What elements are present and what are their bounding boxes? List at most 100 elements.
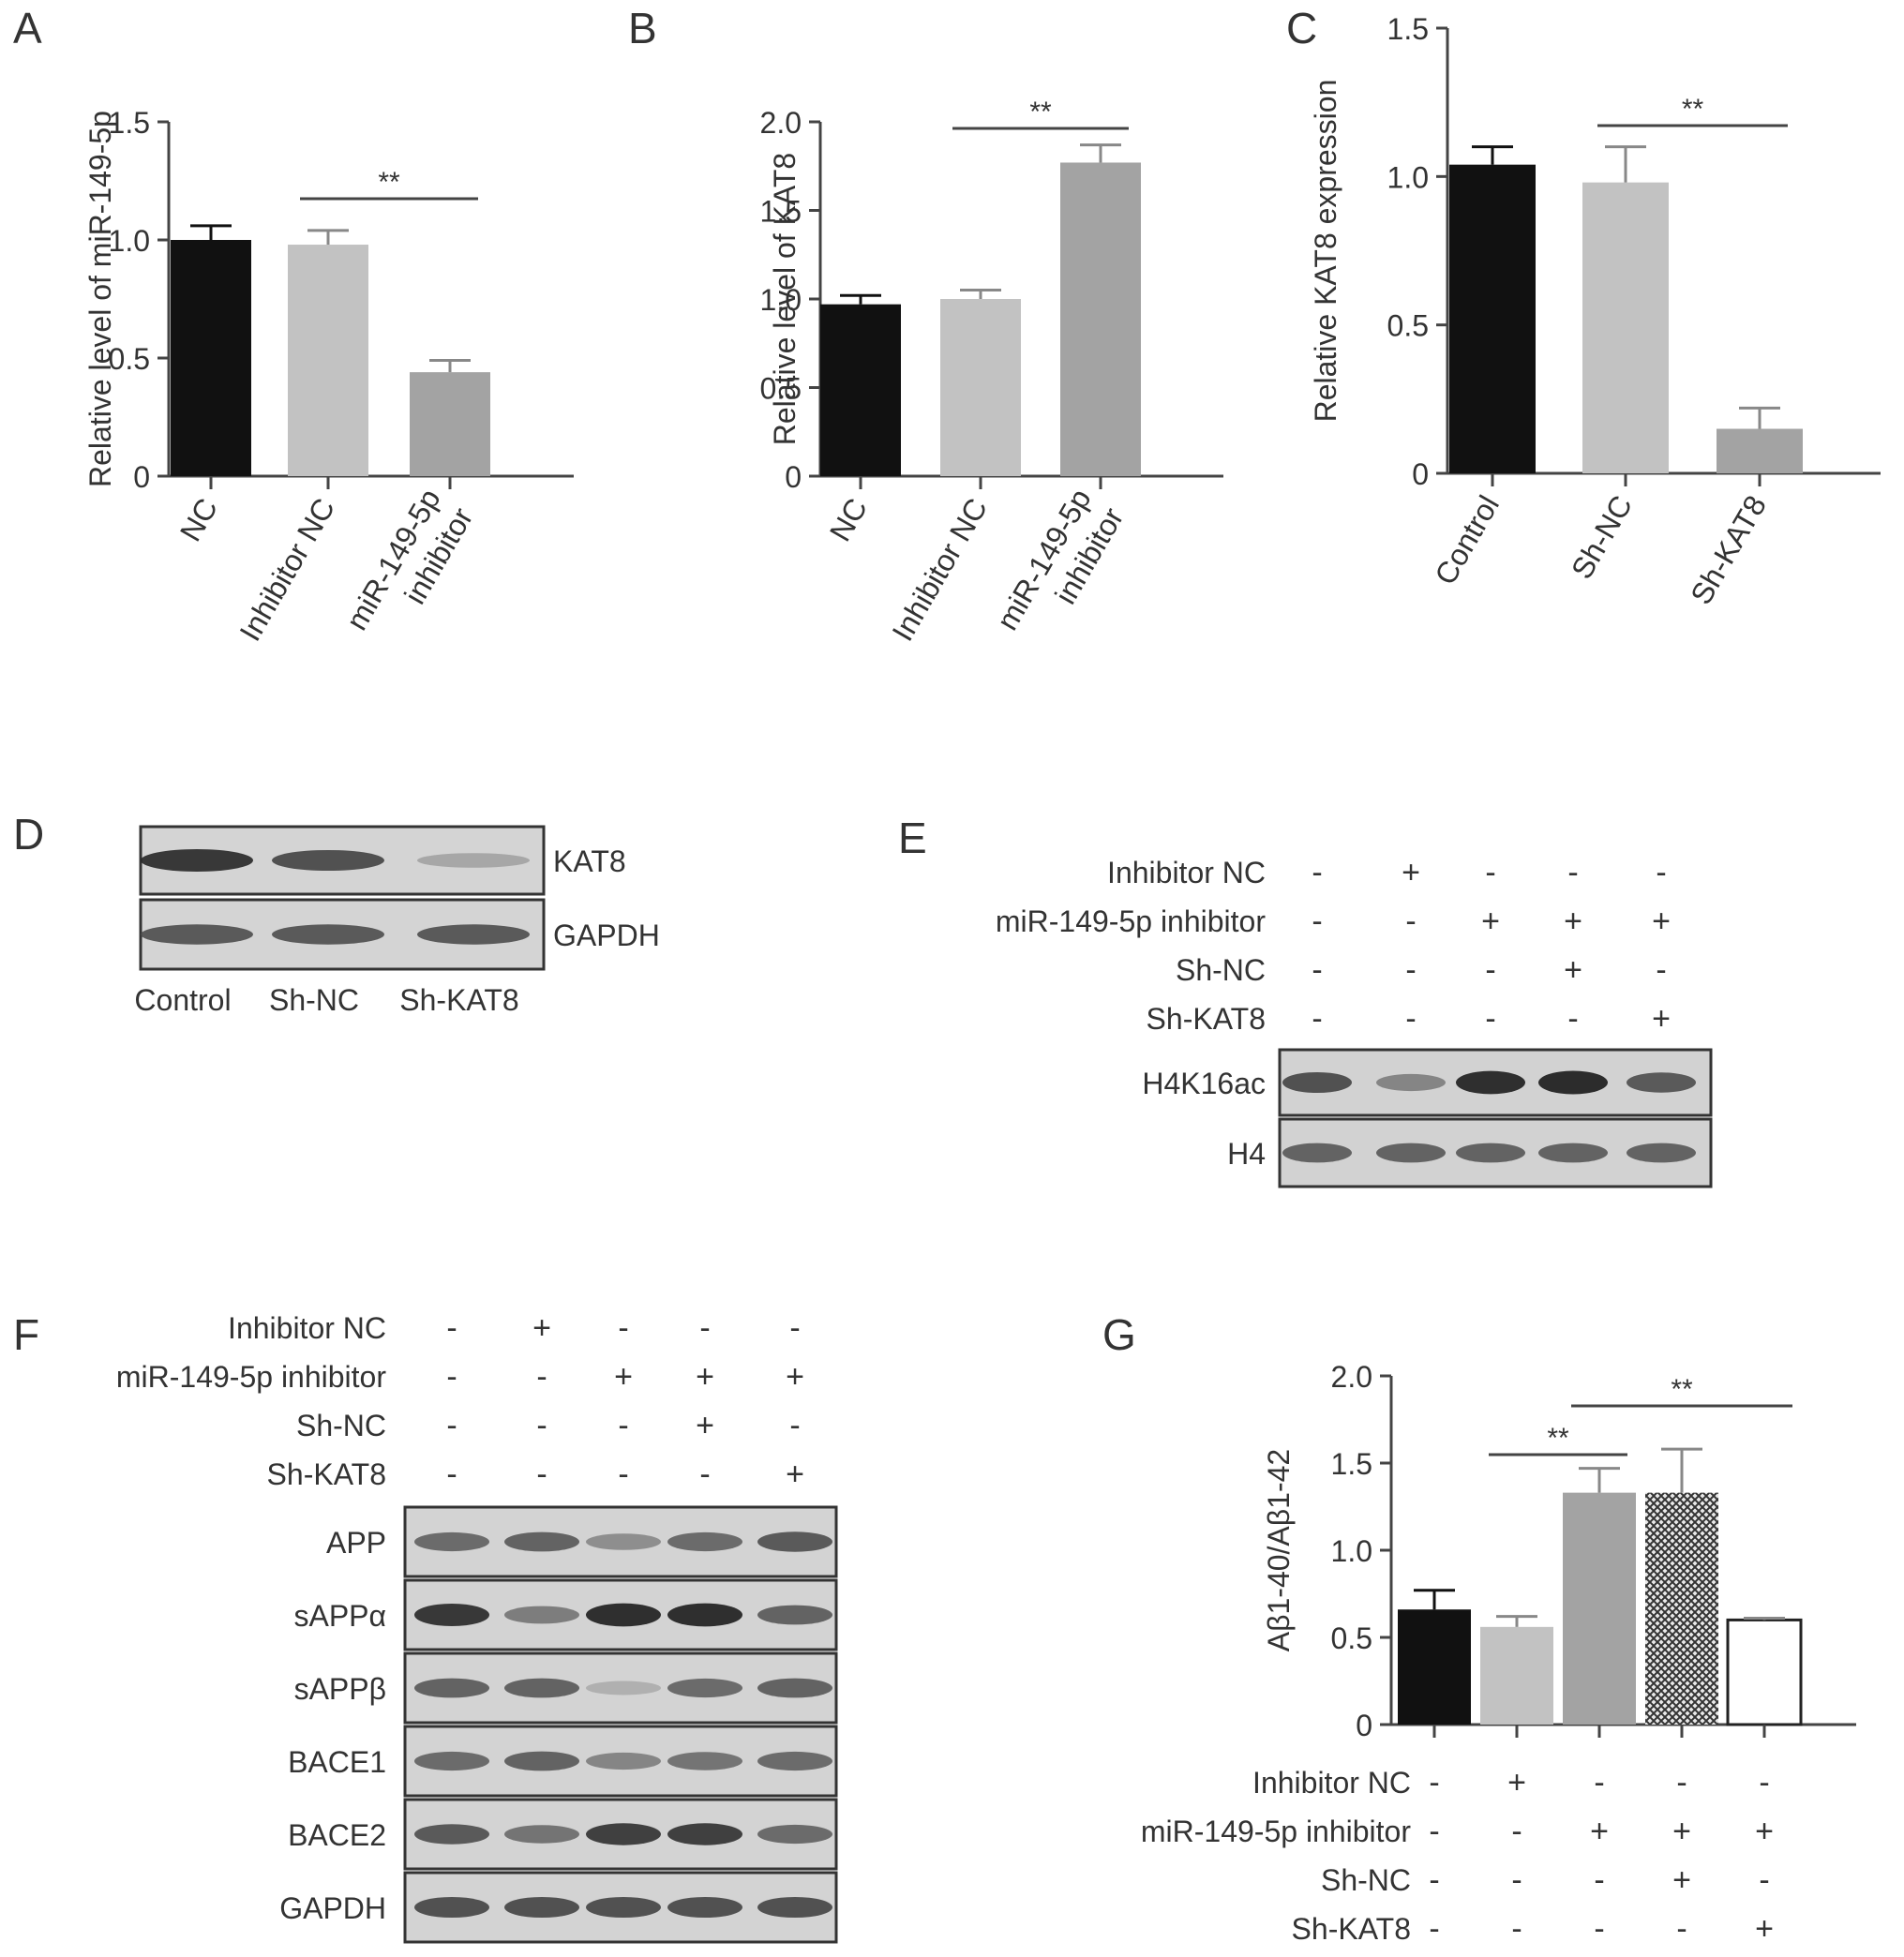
band-label: sAPPα	[293, 1599, 386, 1633]
blot-band	[504, 1606, 579, 1624]
treatment-sign: -	[618, 1408, 628, 1443]
treatment-sign: -	[618, 1310, 628, 1346]
treatment-sign: +	[786, 1359, 804, 1395]
x-tick-label: miR-149-5pinhibitor	[990, 483, 1131, 654]
blot-e: Inhibitor NC - + - - - miR-149-5p inhibitor - - +…	[996, 855, 1713, 1188]
treatment-sign: -	[1656, 952, 1666, 988]
treatment-label: Sh-NC	[1321, 1863, 1411, 1897]
blot-band	[1376, 1073, 1446, 1092]
bar	[410, 372, 490, 476]
treatment-sign: -	[1485, 952, 1495, 988]
treatment-sign: +	[1481, 904, 1500, 939]
treatment-sign: -	[1511, 1814, 1522, 1849]
treatment-sign: -	[1429, 1862, 1439, 1898]
x-tick-label-line: Sh-NC	[1565, 490, 1639, 585]
blot-band	[417, 853, 530, 868]
panel-letter-e: E	[898, 814, 927, 862]
panel-letter-f: F	[13, 1310, 39, 1359]
x-tick-label: Inhibitor NC	[232, 493, 341, 647]
blot-band	[1282, 1071, 1352, 1094]
blot-d: KAT8 GAPDH Control Sh-NC Sh-KAT8	[134, 825, 660, 1017]
y-axis-label: Relative level of KAT8	[768, 153, 802, 445]
treatment-sign: -	[1594, 1911, 1604, 1947]
treatment-sign: +	[786, 1457, 804, 1492]
bar	[1060, 162, 1141, 476]
treatment-sign: -	[1405, 952, 1416, 988]
x-tick-label: NC	[823, 493, 874, 547]
treatment-sign: -	[1676, 1765, 1687, 1800]
treatment-sign: +	[614, 1359, 633, 1395]
treatment-sign: -	[699, 1310, 710, 1346]
treatment-sign: +	[1652, 904, 1671, 939]
blot-band	[757, 1678, 832, 1698]
significance-label: **	[1682, 94, 1704, 125]
treatment-sign: +	[1672, 1862, 1691, 1898]
lane-label: Control	[134, 983, 231, 1017]
treatment-sign: -	[446, 1310, 457, 1346]
treatment-label: Inhibitor NC	[1107, 856, 1266, 889]
treatment-sign: -	[1759, 1765, 1769, 1800]
treatment-sign: +	[1755, 1814, 1774, 1849]
blot-band	[757, 1531, 832, 1552]
y-tick-label: 1.0	[109, 224, 150, 258]
treatment-label: Sh-NC	[296, 1409, 386, 1442]
treatment-sign: -	[536, 1457, 547, 1492]
blot-band	[667, 1678, 742, 1698]
band-label: KAT8	[553, 844, 626, 878]
y-tick-label: 0	[1412, 457, 1429, 491]
blot-band	[504, 1825, 579, 1844]
y-tick-label: 2.0	[760, 106, 802, 140]
treatment-sign: -	[1594, 1862, 1604, 1898]
band-label: sAPPβ	[294, 1672, 386, 1706]
treatment-label: Sh-KAT8	[1292, 1912, 1411, 1946]
blot-band	[272, 849, 384, 872]
x-tick-label-line: NC	[173, 493, 224, 547]
bar	[1449, 164, 1536, 473]
treatment-sign: +	[1564, 952, 1582, 988]
treatment-label: Sh-KAT8	[1147, 1002, 1266, 1036]
y-axis-label: Aβ1-40/Aβ1-42	[1262, 1449, 1296, 1651]
band-label: GAPDH	[553, 919, 660, 952]
chart-b: 0 0.5 1.0 1.5 2.0 Relative level of KAT8 ** NC I…	[760, 97, 1223, 654]
blot-band	[757, 1824, 832, 1845]
blot-band	[417, 924, 530, 945]
band-label: H4	[1227, 1137, 1266, 1171]
treatment-sign: +	[696, 1359, 714, 1395]
x-tick-label: Inhibitor NC	[885, 493, 994, 647]
treatment-sign: +	[696, 1408, 714, 1443]
band-label: APP	[326, 1526, 386, 1560]
blot-band	[667, 1603, 742, 1627]
blot-band	[757, 1605, 832, 1625]
blot-band	[1282, 1143, 1352, 1163]
x-tick-label-line: Sh-KAT8	[1684, 490, 1773, 610]
band-label: GAPDH	[279, 1891, 386, 1925]
treatment-sign: -	[1429, 1911, 1439, 1947]
treatment-label: miR-149-5p inhibitor	[116, 1360, 386, 1394]
bar	[820, 304, 901, 476]
x-tick-label: miR-149-5pinhibitor	[339, 483, 480, 654]
treatment-sign: +	[1507, 1765, 1526, 1800]
treatment-sign: -	[1429, 1814, 1439, 1849]
blot-band	[667, 1823, 742, 1845]
x-tick-label: NC	[173, 493, 224, 547]
treatment-sign: -	[789, 1310, 800, 1346]
bar	[171, 240, 251, 476]
treatment-sign: -	[1656, 855, 1666, 890]
bar	[940, 299, 1021, 476]
y-tick-label: 2.0	[1331, 1360, 1372, 1394]
treatment-sign: -	[1312, 855, 1322, 890]
treatment-sign: -	[1312, 1001, 1322, 1037]
y-tick-label: 1.5	[1331, 1447, 1372, 1481]
blot-band	[586, 1823, 661, 1845]
blot-band	[667, 1531, 742, 1552]
treatment-label: miR-149-5p inhibitor	[996, 904, 1266, 938]
blot-band	[1376, 1143, 1446, 1163]
blot-band	[414, 1896, 489, 1919]
treatment-label: Sh-KAT8	[267, 1457, 386, 1491]
y-tick-label: 1.5	[1387, 12, 1429, 46]
blot-f: Inhibitor NC - + - - - miR-149-5p inhibitor - - +…	[116, 1310, 838, 1944]
y-tick-label: 0.5	[1331, 1621, 1372, 1655]
blot-band	[586, 1752, 661, 1770]
treatment-sign: -	[789, 1408, 800, 1443]
